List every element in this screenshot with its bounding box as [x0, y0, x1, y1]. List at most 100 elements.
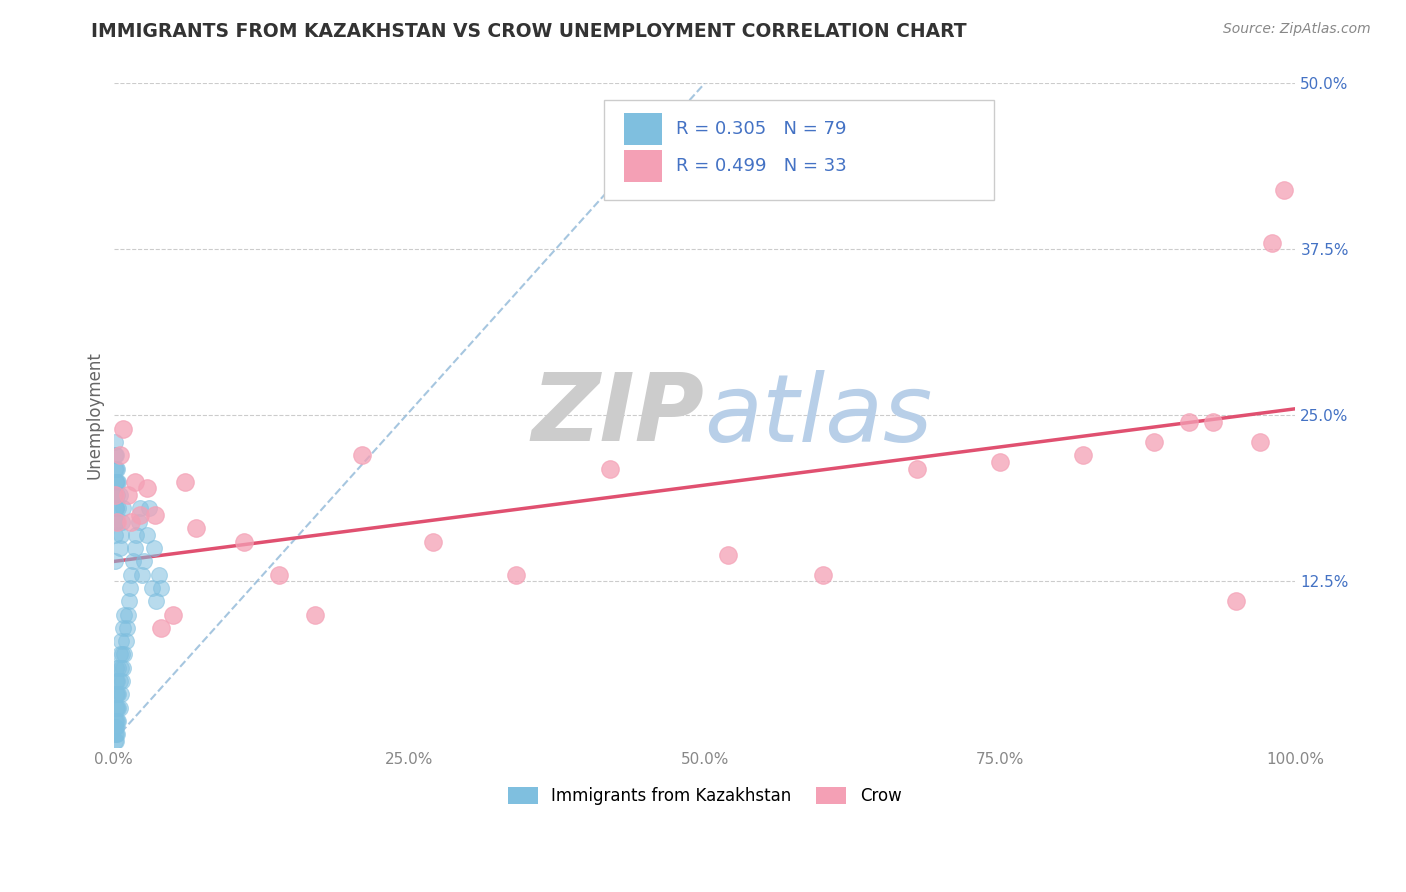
- Text: R = 0.305   N = 79: R = 0.305 N = 79: [676, 120, 846, 137]
- Point: [104, 720, 127, 734]
- Point: [905, 461, 928, 475]
- Point: [108, 648, 131, 662]
- Point: [135, 528, 157, 542]
- Point: [422, 534, 444, 549]
- Point: [232, 534, 254, 549]
- Point: [110, 661, 132, 675]
- Point: [105, 501, 128, 516]
- Point: [105, 475, 128, 489]
- Point: [104, 528, 127, 542]
- Text: ZIP: ZIP: [531, 369, 704, 461]
- Point: [1261, 235, 1284, 250]
- Point: [105, 475, 128, 489]
- Point: [128, 508, 150, 522]
- Point: [186, 521, 208, 535]
- Point: [108, 541, 131, 556]
- Point: [105, 733, 128, 747]
- Point: [124, 475, 146, 489]
- Text: R = 0.499   N = 33: R = 0.499 N = 33: [676, 157, 846, 176]
- Point: [124, 541, 146, 556]
- Point: [811, 567, 834, 582]
- Point: [105, 673, 128, 688]
- Point: [105, 515, 128, 529]
- Point: [105, 727, 128, 741]
- Point: [105, 461, 128, 475]
- Point: [108, 700, 131, 714]
- Point: [1178, 415, 1201, 429]
- Point: [110, 687, 132, 701]
- Point: [111, 515, 134, 529]
- Point: [142, 541, 165, 556]
- Bar: [624, 151, 662, 182]
- Point: [105, 515, 128, 529]
- FancyBboxPatch shape: [605, 100, 994, 200]
- Point: [104, 488, 127, 502]
- Point: [110, 528, 132, 542]
- Point: [104, 461, 127, 475]
- Point: [117, 488, 139, 502]
- Point: [108, 673, 131, 688]
- Point: [104, 515, 127, 529]
- Point: [717, 548, 740, 562]
- Point: [111, 673, 134, 688]
- Point: [105, 720, 128, 734]
- Point: [120, 567, 142, 582]
- Point: [1225, 594, 1247, 608]
- Point: [105, 700, 128, 714]
- Bar: [624, 112, 662, 145]
- Point: [115, 621, 138, 635]
- Point: [117, 607, 139, 622]
- Point: [112, 621, 135, 635]
- Point: [108, 488, 131, 502]
- Point: [1143, 434, 1166, 449]
- Point: [105, 488, 128, 502]
- Point: [1249, 434, 1271, 449]
- Point: [105, 448, 128, 462]
- Text: IMMIGRANTS FROM KAZAKHSTAN VS CROW UNEMPLOYMENT CORRELATION CHART: IMMIGRANTS FROM KAZAKHSTAN VS CROW UNEMP…: [91, 22, 967, 41]
- Point: [105, 687, 128, 701]
- Point: [120, 581, 142, 595]
- Point: [107, 501, 129, 516]
- Point: [135, 482, 157, 496]
- Point: [599, 461, 621, 475]
- Point: [105, 714, 128, 728]
- Point: [988, 455, 1011, 469]
- Point: [141, 581, 163, 595]
- Point: [149, 621, 172, 635]
- Point: [105, 673, 128, 688]
- Point: [269, 567, 291, 582]
- Point: [105, 700, 128, 714]
- Point: [110, 634, 132, 648]
- Point: [112, 607, 135, 622]
- Point: [104, 448, 127, 462]
- Point: [112, 661, 135, 675]
- Point: [112, 648, 135, 662]
- Point: [107, 661, 129, 675]
- Point: [128, 515, 150, 529]
- Point: [105, 727, 128, 741]
- Point: [505, 567, 527, 582]
- Point: [148, 567, 170, 582]
- Point: [1202, 415, 1225, 429]
- Point: [128, 501, 150, 516]
- Point: [1071, 448, 1094, 462]
- Point: [105, 475, 128, 489]
- Point: [112, 422, 135, 436]
- Legend: Immigrants from Kazakhstan, Crow: Immigrants from Kazakhstan, Crow: [501, 780, 908, 812]
- Point: [118, 594, 141, 608]
- Point: [104, 727, 127, 741]
- Point: [125, 528, 148, 542]
- Point: [104, 714, 127, 728]
- Point: [149, 581, 172, 595]
- Point: [1272, 183, 1295, 197]
- Text: atlas: atlas: [704, 370, 932, 461]
- Point: [104, 434, 127, 449]
- Point: [107, 700, 129, 714]
- Point: [111, 648, 134, 662]
- Point: [304, 607, 326, 622]
- Point: [105, 501, 128, 516]
- Point: [138, 501, 160, 516]
- Point: [162, 607, 184, 622]
- Point: [105, 714, 128, 728]
- Point: [112, 501, 135, 516]
